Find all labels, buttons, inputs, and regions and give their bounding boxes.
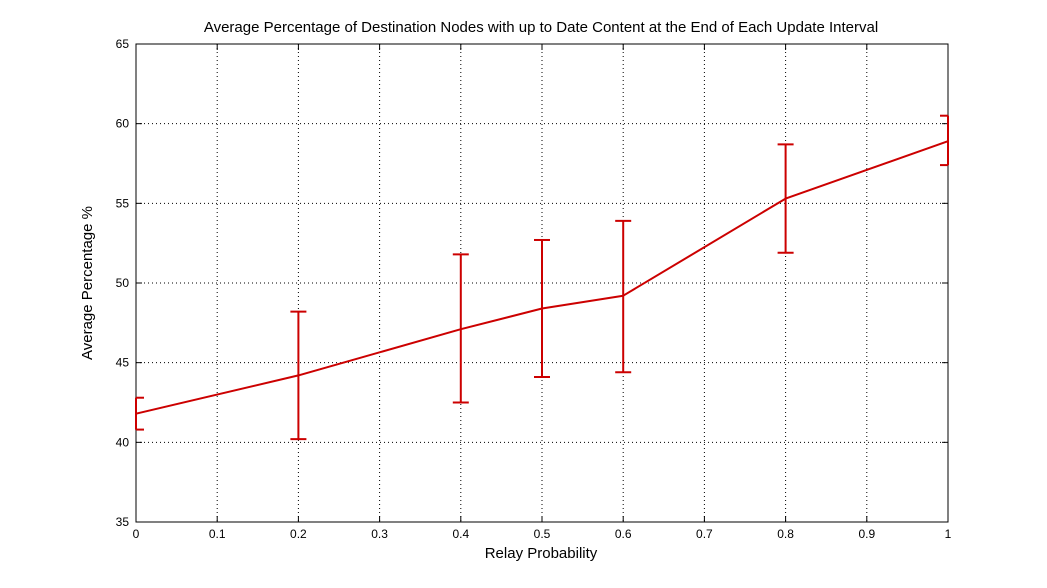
x-axis-label: Relay Probability [485,545,598,562]
grid [136,44,948,522]
y-tick-label: 60 [116,117,130,131]
x-tick-label: 0.1 [209,527,226,541]
y-tick-label: 40 [116,435,130,449]
x-tick-label: 0 [133,527,140,541]
y-tick-label: 50 [116,276,130,290]
x-tick-label: 0.2 [290,527,307,541]
y-tick-labels: 35 40 45 50 55 60 65 [116,37,130,529]
x-tick-label: 0.9 [858,527,875,541]
y-tick-label: 35 [116,515,130,529]
y-tick-label: 45 [116,356,130,370]
chart-title: Average Percentage of Destination Nodes … [204,19,878,36]
series [135,114,949,441]
x-tick-label: 0.8 [777,527,794,541]
x-tick-labels: 0 0.1 0.2 0.3 0.4 0.5 0.6 0.7 0.8 0.9 1 [133,527,952,541]
x-tick-label: 0.5 [534,527,551,541]
x-tick-label: 0.4 [452,527,469,541]
x-tick-label: 0.3 [371,527,388,541]
x-tick-label: 1 [945,527,952,541]
y-tick-label: 65 [116,37,130,51]
x-tick-label: 0.7 [696,527,713,541]
axis-ticks [135,43,949,523]
x-tick-label: 0.6 [615,527,632,541]
y-tick-label: 55 [116,196,130,210]
y-axis-label: Average Percentage % [79,206,96,360]
